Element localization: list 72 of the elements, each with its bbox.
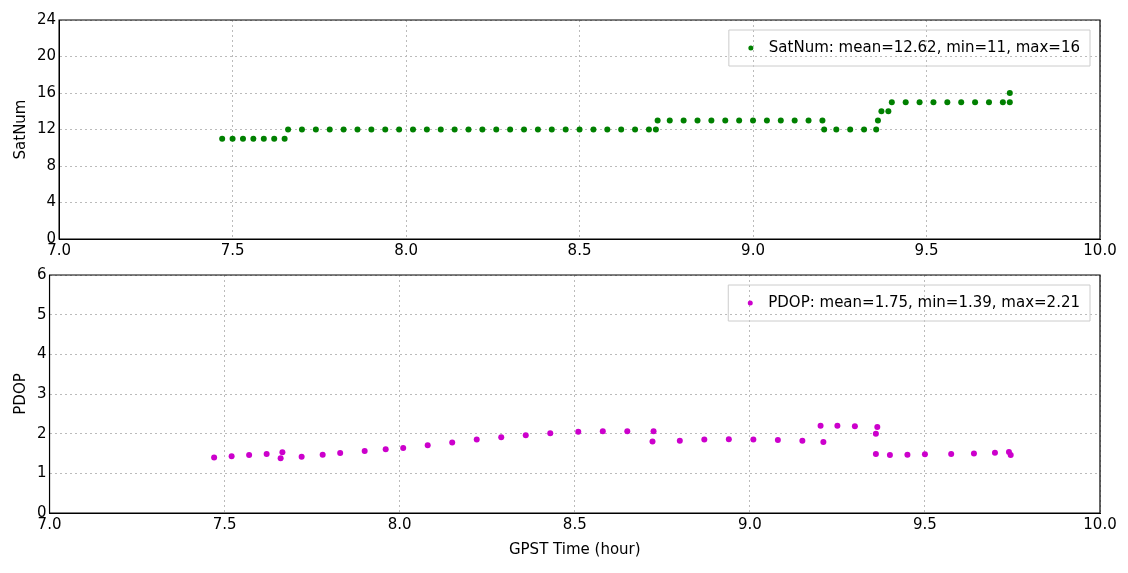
x-tick-label: 8.5 <box>562 514 587 533</box>
y-tick-label: 20 <box>36 46 57 65</box>
point <box>246 452 253 459</box>
point <box>263 450 270 457</box>
x-tick-label: 8.5 <box>567 240 592 259</box>
x-axis-title: GPST Time (hour) <box>508 539 641 558</box>
text: PDOP: mean=1.75, min=1.39, max=2.21 <box>768 292 1080 311</box>
y-axis-title: PDOP <box>10 373 29 415</box>
y-tick-label: 8 <box>46 155 57 174</box>
point <box>1007 452 1014 459</box>
x-tick-label: 9.0 <box>741 240 765 259</box>
y-tick-label: 1 <box>37 463 47 482</box>
y-axis-title: SatNum <box>10 99 29 160</box>
point <box>650 428 657 435</box>
x-tick-label: 10.0 <box>1083 240 1117 259</box>
y-tick-label: 4 <box>37 344 47 363</box>
point <box>921 451 928 458</box>
y-tick-label: 16 <box>36 82 57 101</box>
point <box>449 439 456 446</box>
point <box>547 430 554 437</box>
point <box>337 450 344 457</box>
x-tick-label: 7.5 <box>220 240 245 259</box>
point <box>799 437 806 444</box>
x-tick-label: 8.0 <box>387 514 412 533</box>
y-tick-label: 12 <box>36 119 57 138</box>
point <box>948 450 955 457</box>
point <box>382 446 389 453</box>
point <box>701 436 708 443</box>
point <box>211 454 218 461</box>
x-tick-label: 8.0 <box>394 240 418 259</box>
point <box>228 453 235 460</box>
point <box>279 449 286 456</box>
point <box>473 436 480 443</box>
point <box>725 436 732 443</box>
point <box>424 442 431 449</box>
point <box>624 428 631 435</box>
point <box>575 428 582 435</box>
y-tick-label: 3 <box>37 383 47 402</box>
point <box>676 437 683 444</box>
point <box>361 448 368 455</box>
x-tick-label: 10.0 <box>1083 514 1117 533</box>
text: SatNum: mean=12.62, min=11, max=16 <box>768 37 1080 56</box>
y-tick-label: 6 <box>37 264 47 283</box>
point <box>872 430 879 437</box>
x-tick-label: 9.0 <box>737 514 762 533</box>
point <box>834 422 841 429</box>
point <box>298 453 305 460</box>
point <box>970 450 977 457</box>
point <box>874 423 881 430</box>
y-tick-label: 4 <box>46 192 57 211</box>
point <box>277 455 284 462</box>
x-tick-label: 9.5 <box>914 240 939 259</box>
point <box>319 451 326 458</box>
point <box>886 452 893 459</box>
x-tick-label: 9.5 <box>912 514 937 533</box>
point <box>774 437 781 444</box>
point <box>904 451 911 458</box>
point <box>817 422 824 429</box>
point <box>750 436 757 443</box>
point <box>851 423 858 430</box>
y-tick-label: 24 <box>36 9 57 28</box>
x-tick-label: 7.5 <box>212 514 237 533</box>
point <box>400 444 407 451</box>
point <box>820 439 827 445</box>
point <box>991 449 998 456</box>
point <box>599 428 606 435</box>
y-tick-label: 5 <box>37 304 47 323</box>
y-tick-label: 2 <box>37 423 47 442</box>
point <box>649 438 656 445</box>
point <box>872 450 879 457</box>
point <box>522 432 529 439</box>
point <box>498 434 505 441</box>
